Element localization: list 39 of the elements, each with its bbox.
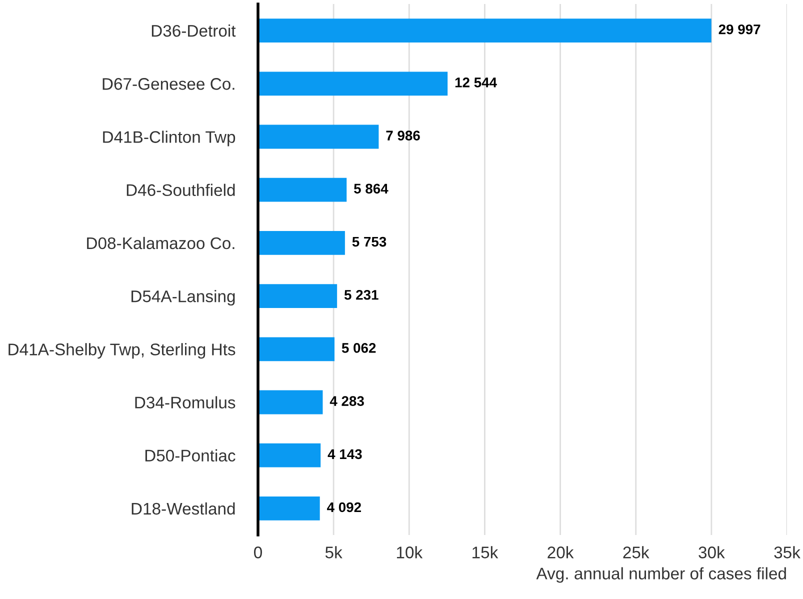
y-tick-label: D36-Detroit <box>152 24 236 37</box>
y-tick-label: D50-Pontiac <box>145 449 236 462</box>
bar <box>258 496 320 520</box>
data-label: 5 231 <box>344 290 378 300</box>
data-label: 4 143 <box>328 449 362 460</box>
bar <box>258 443 321 468</box>
x-tick-label: 25k <box>623 546 650 558</box>
bar <box>258 231 345 255</box>
y-tick-label: D08-Kalamazoo Co. <box>87 236 234 250</box>
x-axis-title: Avg. annual number of cases filed <box>536 567 786 583</box>
bar <box>258 337 335 362</box>
x-tick-label: 5k <box>325 546 342 558</box>
x-tick-label: 35k <box>774 546 800 558</box>
bar <box>258 390 323 414</box>
data-label: 4 283 <box>330 396 364 406</box>
data-label: 12 544 <box>455 78 497 88</box>
y-tick-label: D54A-Lansing <box>132 290 235 306</box>
x-tick-label: 30k <box>698 546 725 558</box>
data-label: 29 997 <box>718 24 760 34</box>
bar <box>258 284 338 308</box>
x-tick-label: 20k <box>548 546 574 558</box>
y-tick-label: D41B-Clinton Twp <box>103 130 236 146</box>
data-label: 4 092 <box>327 502 361 512</box>
data-label: 5 753 <box>352 236 386 247</box>
y-tick-label: D41A-Shelby Twp, Sterling Hts <box>8 343 236 359</box>
bar <box>258 72 448 96</box>
x-tick-label: 10k <box>396 546 423 558</box>
y-tick-label: D34-Romulus <box>135 396 236 408</box>
data-label: 7 986 <box>386 130 420 140</box>
data-label: 5 062 <box>342 343 376 353</box>
y-tick-label: D67-Genesee Co. <box>102 78 234 90</box>
bar <box>258 18 712 42</box>
x-tick-label: 15k <box>472 546 498 558</box>
data-label: 5 864 <box>354 184 388 194</box>
y-tick-label: D18-Westland <box>132 502 235 515</box>
bar <box>258 124 379 149</box>
bar <box>258 178 347 202</box>
y-tick-label: D46-Southfield <box>126 184 235 196</box>
x-tick-label: 0 <box>254 546 262 558</box>
